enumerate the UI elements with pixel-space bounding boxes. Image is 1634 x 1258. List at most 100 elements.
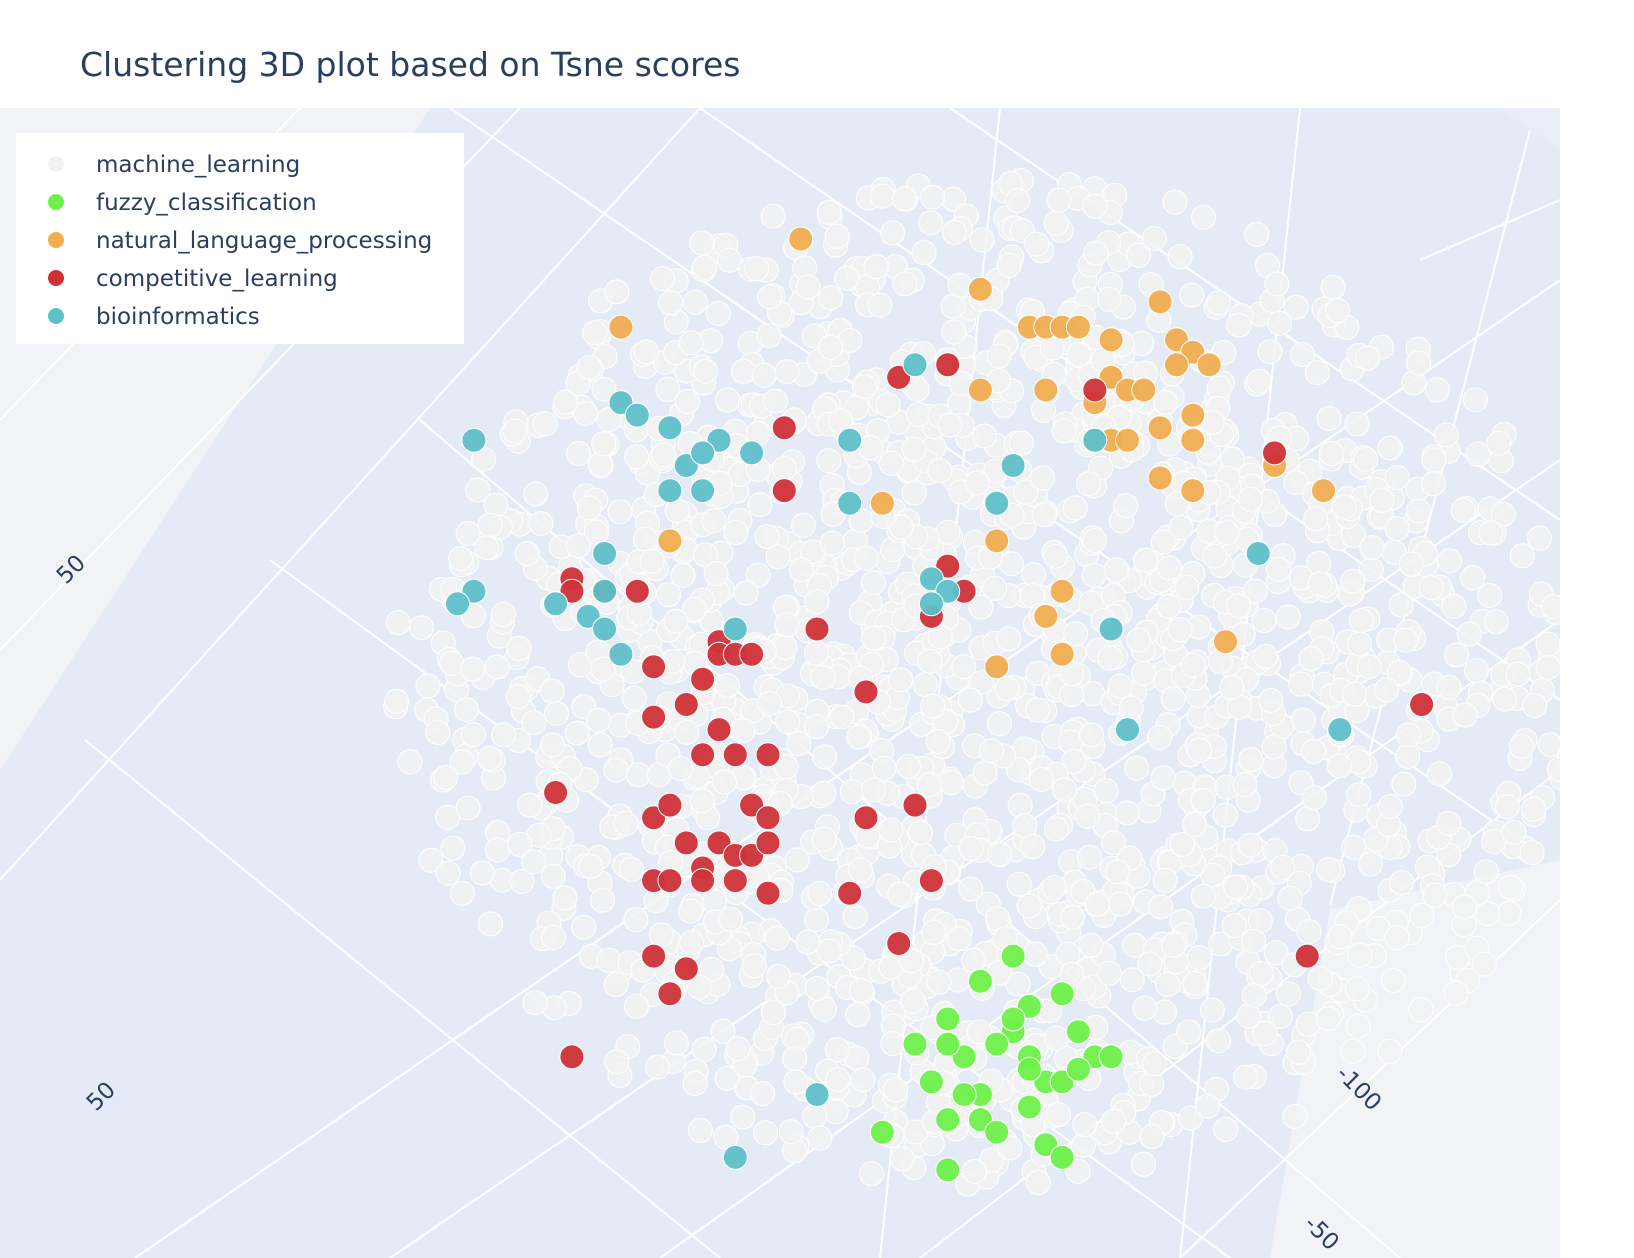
legend-item-competitive-learning[interactable]: competitive_learning xyxy=(48,266,338,292)
data-point-machine-learning xyxy=(1013,479,1039,505)
legend[interactable]: machine_learning fuzzy_classification na… xyxy=(16,133,464,344)
data-point-machine-learning xyxy=(1241,928,1267,954)
data-point-machine-learning xyxy=(1471,951,1497,977)
data-point-machine-learning xyxy=(1377,794,1403,819)
data-point-machine-learning xyxy=(969,227,995,253)
data-point-machine-learning xyxy=(757,284,783,310)
data-point-machine-learning xyxy=(1096,960,1122,986)
data-point-bioinformatics xyxy=(902,352,928,378)
data-point-machine-learning xyxy=(1008,430,1034,456)
data-point-machine-learning xyxy=(751,362,777,388)
data-point-competitive-learning xyxy=(755,742,781,768)
legend-item-bioinformatics[interactable]: bioinformatics xyxy=(48,304,260,330)
data-point-competitive-learning xyxy=(1262,440,1287,466)
data-point-machine-learning xyxy=(1421,471,1447,497)
data-point-machine-learning xyxy=(478,911,504,937)
data-point-competitive-learning xyxy=(853,679,879,705)
data-point-machine-learning xyxy=(1341,834,1367,860)
data-point-machine-learning xyxy=(1456,621,1482,647)
data-point-machine-learning xyxy=(1226,593,1251,619)
data-point-machine-learning xyxy=(1276,981,1301,1007)
data-point-machine-learning xyxy=(658,290,684,316)
data-point-fuzzy-classification xyxy=(1098,1044,1124,1070)
data-point-machine-learning xyxy=(811,780,837,806)
data-point-bioinformatics xyxy=(918,591,944,617)
data-point-machine-learning xyxy=(979,738,1004,764)
data-point-machine-learning xyxy=(686,974,712,1000)
data-point-machine-learning xyxy=(1232,772,1258,798)
data-point-fuzzy-classification xyxy=(935,1157,961,1183)
data-point-natural-language-processing xyxy=(984,528,1010,554)
data-point-machine-learning xyxy=(1030,465,1056,491)
data-point-competitive-learning xyxy=(690,868,716,894)
data-point-natural-language-processing xyxy=(1065,314,1091,340)
data-point-machine-learning xyxy=(1295,806,1321,832)
data-point-machine-learning xyxy=(908,820,933,846)
data-point-machine-learning xyxy=(687,1118,713,1143)
data-point-natural-language-processing xyxy=(657,528,683,554)
data-point-machine-learning xyxy=(1156,555,1182,581)
data-point-machine-learning xyxy=(760,1000,786,1026)
legend-item-natural-language-processing[interactable]: natural_language_processing xyxy=(48,228,432,254)
legend-label: competitive_learning xyxy=(96,266,338,292)
data-point-machine-learning xyxy=(1126,627,1152,653)
data-point-machine-learning xyxy=(937,412,963,438)
data-point-machine-learning xyxy=(786,731,812,756)
data-point-machine-learning xyxy=(433,765,459,790)
data-point-machine-learning xyxy=(1148,894,1174,920)
data-point-machine-learning xyxy=(859,1161,884,1187)
data-point-machine-learning xyxy=(1219,674,1245,700)
data-point-competitive-learning xyxy=(722,742,748,768)
data-point-machine-learning xyxy=(892,271,918,297)
data-point-machine-learning xyxy=(576,355,602,380)
data-point-bioinformatics xyxy=(1327,717,1353,743)
legend-marker-fuzzy-classification xyxy=(48,194,64,210)
data-point-machine-learning xyxy=(1169,832,1195,857)
data-point-machine-learning xyxy=(920,184,945,210)
data-point-machine-learning xyxy=(846,724,872,750)
legend-item-fuzzy-classification[interactable]: fuzzy_classification xyxy=(48,190,317,216)
data-point-machine-learning xyxy=(1377,435,1403,461)
data-point-machine-learning xyxy=(1316,857,1342,883)
data-point-machine-learning xyxy=(744,256,770,282)
data-point-machine-learning xyxy=(853,545,879,571)
chart-title: Clustering 3D plot based on Tsne scores xyxy=(80,45,740,84)
data-point-machine-learning xyxy=(701,508,727,534)
data-point-machine-learning xyxy=(834,265,860,291)
data-point-machine-learning xyxy=(1325,298,1351,324)
data-point-machine-learning xyxy=(1213,1117,1239,1142)
data-point-machine-learning xyxy=(1344,976,1370,1002)
data-point-bioinformatics xyxy=(657,415,683,441)
data-point-machine-learning xyxy=(878,450,904,476)
data-point-machine-learning xyxy=(940,293,966,319)
data-point-machine-learning xyxy=(693,358,719,384)
data-point-competitive-learning xyxy=(755,830,781,856)
data-point-machine-learning xyxy=(1133,547,1159,573)
data-point-machine-learning xyxy=(816,448,842,474)
data-point-machine-learning xyxy=(1342,681,1368,707)
data-point-machine-learning xyxy=(1065,1158,1091,1184)
data-point-machine-learning xyxy=(795,274,821,300)
grid-line xyxy=(84,739,721,1258)
data-point-machine-learning xyxy=(521,849,546,875)
legend-item-machine-learning[interactable]: machine_learning xyxy=(48,152,300,178)
data-point-machine-learning xyxy=(681,596,707,622)
data-point-machine-learning xyxy=(1316,406,1342,431)
data-point-machine-learning xyxy=(772,456,797,482)
data-point-machine-learning xyxy=(1103,557,1129,583)
data-point-machine-learning xyxy=(1182,970,1208,996)
data-point-machine-learning xyxy=(689,788,715,814)
data-point-machine-learning xyxy=(425,720,451,746)
data-point-machine-learning xyxy=(842,904,868,930)
data-point-machine-learning xyxy=(1206,290,1232,316)
data-point-machine-learning xyxy=(883,1077,909,1103)
data-point-machine-learning xyxy=(1386,659,1412,685)
data-point-machine-learning xyxy=(1388,592,1414,618)
data-point-machine-learning xyxy=(754,524,780,550)
data-point-machine-learning xyxy=(773,754,799,780)
data-point-bioinformatics xyxy=(1000,453,1026,478)
scene-3d[interactable] xyxy=(0,108,1595,1258)
data-point-machine-learning xyxy=(1421,447,1447,473)
data-point-machine-learning xyxy=(678,898,704,924)
data-point-machine-learning xyxy=(1307,966,1333,991)
